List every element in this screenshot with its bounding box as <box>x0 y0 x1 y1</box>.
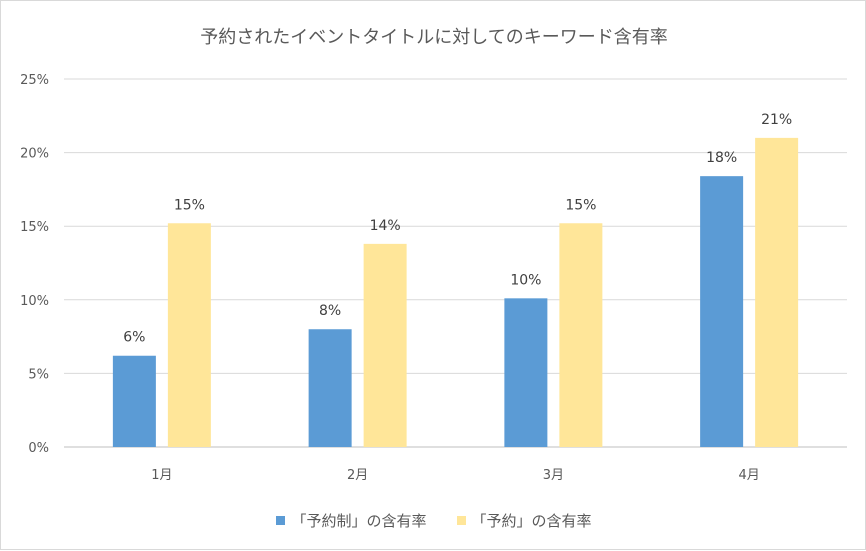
x-tick-label: 2月 <box>347 468 368 483</box>
bar-series-2-3 <box>559 223 603 447</box>
x-axis-ticks: 1月 2月 3月 4月 <box>151 468 760 483</box>
bar-series-1-3 <box>504 298 548 447</box>
y-axis-ticks: 0% 5% 10% 15% 20% 25% <box>20 73 49 456</box>
legend-label-series-1: 「予約制」の含有率 <box>291 512 427 530</box>
y-tick-label: 10% <box>20 294 49 309</box>
bar-series-2-4 <box>755 137 799 447</box>
y-tick-label: 25% <box>20 73 49 88</box>
legend-item-series-2: 「予約」の含有率 <box>456 510 592 531</box>
bar-series-1-2 <box>308 329 352 447</box>
data-labels: 6% 15% 8% 14% 10% 15% 18% 21% <box>123 112 792 346</box>
y-tick-label: 20% <box>20 147 49 162</box>
x-tick-label: 1月 <box>151 468 172 483</box>
bar-series-1-1 <box>112 355 156 447</box>
data-label: 15% <box>565 197 596 213</box>
legend: 「予約制」の含有率 「予約」の含有率 <box>1 510 866 531</box>
legend-label-series-2: 「予約」の含有率 <box>471 512 592 530</box>
x-tick-label: 3月 <box>543 468 564 483</box>
data-label: 8% <box>319 303 341 319</box>
data-label: 18% <box>706 150 737 166</box>
y-tick-label: 0% <box>28 441 49 456</box>
legend-swatch-series-2 <box>456 516 466 525</box>
legend-swatch-series-1 <box>276 516 286 525</box>
bar-series-1-4 <box>700 176 744 448</box>
data-label: 6% <box>123 330 145 346</box>
legend-item-series-1: 「予約制」の含有率 <box>276 510 427 531</box>
data-label: 14% <box>370 218 401 234</box>
data-label: 15% <box>174 197 205 213</box>
y-tick-label: 5% <box>28 367 49 382</box>
y-tick-label: 15% <box>20 220 49 235</box>
x-tick-label: 4月 <box>738 468 759 483</box>
data-label: 21% <box>761 112 792 128</box>
bars <box>112 137 799 448</box>
data-label: 10% <box>510 272 541 288</box>
bar-series-2-1 <box>167 223 211 447</box>
bar-series-2-2 <box>363 243 407 447</box>
chart-title: 予約されたイベントタイトルに対してのキーワード含有率 <box>200 27 668 48</box>
